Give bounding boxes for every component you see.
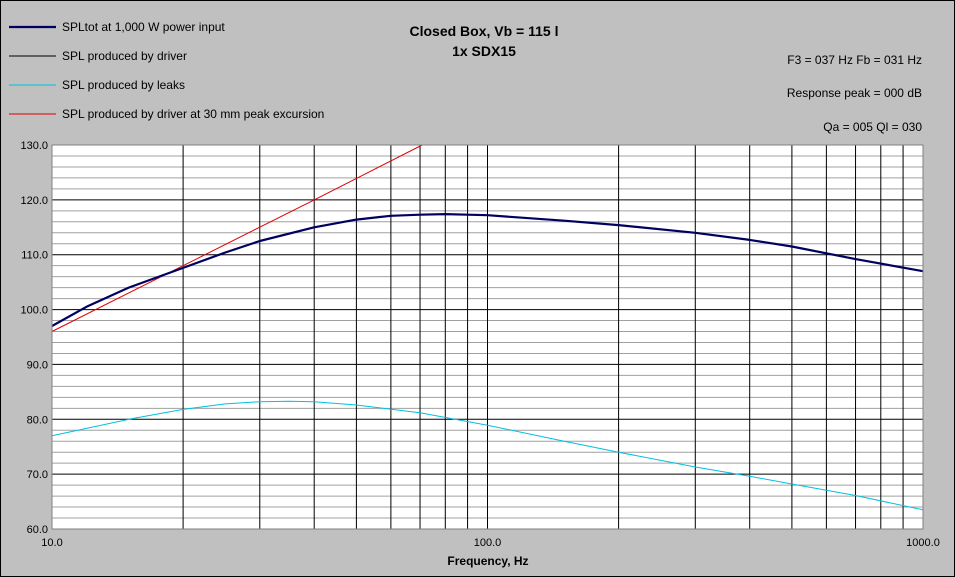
y-tick-label: 110.0 <box>21 250 48 262</box>
y-tick-label: 130.0 <box>20 140 48 152</box>
grid <box>52 145 923 529</box>
series-line-3 <box>51 144 423 332</box>
legend: SPLtot at 1,000 W power input SPL produce… <box>9 20 324 121</box>
annotation-0: F3 = 037 Hz Fb = 031 Hz <box>787 53 922 67</box>
legend-label-1: SPL produced by driver <box>62 49 187 63</box>
chart-title: Closed Box, Vb = 115 l <box>409 23 558 39</box>
y-tick-label: 120.0 <box>20 195 48 207</box>
series-line-0 <box>51 213 924 327</box>
y-tick-label: 100.0 <box>20 305 48 317</box>
series-line-2 <box>51 400 924 511</box>
legend-label-0: SPLtot at 1,000 W power input <box>62 20 225 34</box>
x-axis-label: Frequency, Hz <box>447 554 528 568</box>
legend-label-3: SPL produced by driver at 30 mm peak exc… <box>62 107 324 121</box>
chart-subtitle: 1x SDX15 <box>452 43 516 59</box>
y-tick-labels: 130.0 120.0 110.0 100.0 90.0 80.0 70.0 60.0 <box>20 140 48 536</box>
annotation-2: Qa = 005 Ql = 030 <box>823 120 922 134</box>
annotations: F3 = 037 Hz Fb = 031 Hz Response peak = 0… <box>787 53 922 134</box>
x-tick-label: 10.0 <box>41 537 62 549</box>
y-tick-label: 70.0 <box>27 469 48 481</box>
x-tick-label: 1000.0 <box>906 537 940 549</box>
x-tick-labels: 10.0 100.0 1000.0 <box>41 537 940 549</box>
x-tick-label: 100.0 <box>474 537 502 549</box>
annotation-1: Response peak = 000 dB <box>787 86 922 100</box>
plot-border <box>51 144 924 530</box>
y-tick-label: 90.0 <box>27 359 48 371</box>
y-tick-label: 80.0 <box>27 414 48 426</box>
legend-label-2: SPL produced by leaks <box>62 78 185 92</box>
series-group <box>51 144 924 511</box>
y-tick-label: 60.0 <box>27 524 48 536</box>
